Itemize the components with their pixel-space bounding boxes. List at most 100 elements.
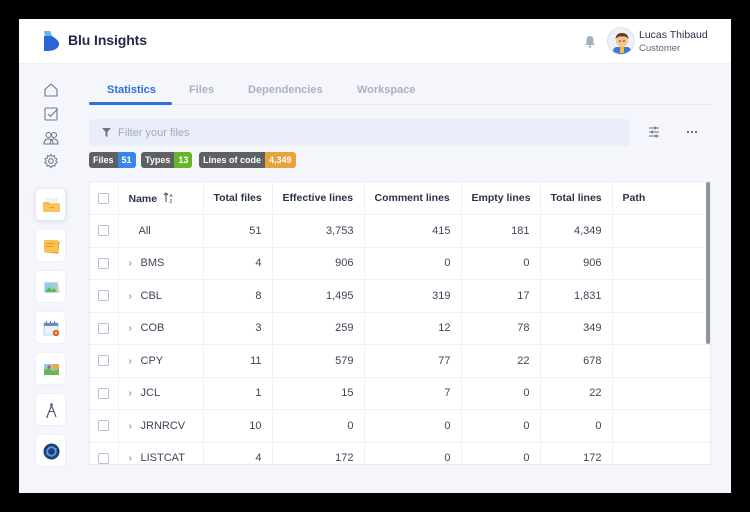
column-header-comment-lines[interactable]: Comment lines bbox=[364, 182, 462, 215]
files-count-badge: Files 51 bbox=[89, 152, 136, 168]
sync-tile[interactable] bbox=[35, 434, 66, 467]
cell-effective-lines: 579 bbox=[272, 344, 365, 378]
avatar[interactable] bbox=[607, 27, 635, 55]
row-checkbox[interactable] bbox=[98, 257, 109, 269]
cell-comment-lines: 415 bbox=[364, 214, 462, 248]
home-icon[interactable] bbox=[43, 82, 59, 98]
calendar-tile[interactable] bbox=[35, 311, 66, 344]
row-checkbox[interactable] bbox=[98, 355, 109, 367]
sticky-notes-icon bbox=[44, 240, 60, 254]
table-row[interactable]: › CBL 8 1,495 319 17 1,831 bbox=[90, 279, 710, 313]
row-checkbox[interactable] bbox=[98, 290, 109, 302]
badge-value: 4,349 bbox=[265, 152, 296, 168]
users-icon[interactable] bbox=[43, 130, 59, 146]
expand-chevron-icon[interactable]: › bbox=[128, 355, 132, 367]
table-row[interactable]: › CPY 11 579 77 22 678 bbox=[90, 344, 710, 378]
compass-tile[interactable] bbox=[35, 393, 66, 426]
cell-path bbox=[612, 409, 710, 443]
table-header-row: Name A Z Total files Effective lines Comme… bbox=[90, 182, 710, 215]
folder-tile[interactable] bbox=[35, 188, 66, 221]
table-row[interactable]: › COB 3 259 12 78 349 bbox=[90, 312, 710, 345]
settings-gear-icon[interactable] bbox=[43, 153, 59, 169]
expand-chevron-icon[interactable]: › bbox=[128, 388, 132, 400]
row-name: CPY bbox=[140, 354, 164, 367]
row-checkbox[interactable] bbox=[98, 420, 109, 432]
filter-input[interactable] bbox=[118, 119, 618, 146]
column-header-name[interactable]: Name A Z bbox=[118, 182, 204, 215]
types-count-badge: Types 13 bbox=[141, 152, 193, 168]
badge-key: Files bbox=[89, 152, 118, 168]
expand-chevron-icon[interactable]: › bbox=[128, 453, 132, 465]
cell-total-lines: 1,831 bbox=[540, 279, 613, 313]
table-row[interactable]: All 51 3,753 415 181 4,349 bbox=[90, 214, 710, 248]
column-settings-sliders-icon[interactable] bbox=[647, 125, 661, 139]
cell-total-lines: 678 bbox=[540, 344, 613, 378]
table-row[interactable]: › JRNRCV 10 0 0 0 0 bbox=[90, 409, 710, 443]
select-all-checkbox[interactable] bbox=[98, 192, 109, 204]
row-checkbox[interactable] bbox=[98, 387, 109, 399]
svg-text:Z: Z bbox=[170, 198, 173, 203]
cell-total-files: 51 bbox=[203, 214, 273, 248]
notes-tile[interactable] bbox=[35, 229, 66, 262]
table-scrollbar[interactable] bbox=[706, 182, 710, 344]
active-tab-indicator bbox=[89, 102, 172, 105]
cell-total-files: 4 bbox=[203, 442, 273, 464]
map-tile[interactable] bbox=[35, 352, 66, 385]
expand-chevron-icon[interactable]: › bbox=[128, 290, 132, 302]
cell-path bbox=[612, 442, 710, 464]
tab-workspace[interactable]: Workspace bbox=[357, 84, 416, 96]
top-bar: Blu Insights Lucas Thibaud Customer bbox=[19, 19, 731, 64]
brand-name[interactable]: Blu Insights bbox=[68, 32, 147, 48]
cell-total-files: 1 bbox=[203, 377, 273, 410]
column-header-effective-lines[interactable]: Effective lines bbox=[272, 182, 365, 215]
user-role: Customer bbox=[639, 43, 681, 54]
table-row[interactable]: › BMS 4 906 0 0 906 bbox=[90, 247, 710, 280]
tab-files[interactable]: Files bbox=[189, 84, 215, 96]
cell-path bbox=[612, 279, 710, 313]
cell-comment-lines: 7 bbox=[364, 377, 462, 410]
column-header-total-files[interactable]: Total files bbox=[203, 182, 273, 215]
cell-path bbox=[612, 312, 710, 345]
tasks-check-icon[interactable] bbox=[43, 106, 59, 122]
cell-path bbox=[612, 377, 710, 410]
row-checkbox[interactable] bbox=[98, 225, 109, 237]
expand-chevron-icon[interactable]: › bbox=[128, 420, 132, 432]
cell-total-lines: 0 bbox=[540, 409, 613, 443]
cell-total-files: 10 bbox=[203, 409, 273, 443]
row-checkbox[interactable] bbox=[98, 322, 109, 334]
cell-effective-lines: 906 bbox=[272, 247, 365, 280]
cell-path bbox=[612, 247, 710, 280]
gallery-tile[interactable] bbox=[35, 270, 66, 303]
cell-empty-lines: 0 bbox=[461, 377, 541, 410]
cell-total-lines: 906 bbox=[540, 247, 613, 280]
column-header-empty-lines[interactable]: Empty lines bbox=[461, 182, 541, 215]
cell-effective-lines: 172 bbox=[272, 442, 365, 464]
statistics-table: Name A Z Total files Effective lines Comme… bbox=[89, 181, 711, 465]
drawing-compass-icon bbox=[46, 403, 57, 418]
cell-total-files: 8 bbox=[203, 279, 273, 313]
column-header-total-lines[interactable]: Total lines bbox=[540, 182, 613, 215]
cell-total-lines: 172 bbox=[540, 442, 613, 464]
filter-bar bbox=[89, 119, 630, 146]
map-icon bbox=[44, 364, 59, 375]
user-name[interactable]: Lucas Thibaud bbox=[639, 29, 708, 41]
tab-statistics[interactable]: Statistics bbox=[107, 84, 156, 96]
sort-icon[interactable]: AZ bbox=[163, 191, 175, 203]
more-options-icon[interactable] bbox=[685, 125, 699, 139]
table-row[interactable]: › LISTCAT 4 172 0 0 172 bbox=[90, 442, 710, 465]
expand-chevron-icon[interactable]: › bbox=[128, 258, 132, 270]
cell-effective-lines: 259 bbox=[272, 312, 365, 345]
badge-key: Lines of code bbox=[199, 152, 266, 168]
bell-icon[interactable] bbox=[584, 35, 596, 48]
badge-value: 13 bbox=[174, 152, 193, 168]
row-checkbox[interactable] bbox=[98, 452, 109, 464]
table-row[interactable]: › JCL 1 15 7 0 22 bbox=[90, 377, 710, 410]
tab-dependencies[interactable]: Dependencies bbox=[248, 84, 323, 96]
blu-insights-logo-icon[interactable] bbox=[43, 30, 61, 52]
cell-total-lines: 349 bbox=[540, 312, 613, 345]
row-name: CBL bbox=[140, 289, 162, 302]
column-header-path[interactable]: Path bbox=[612, 182, 710, 215]
expand-chevron-icon[interactable]: › bbox=[128, 323, 132, 335]
row-name: COB bbox=[140, 322, 165, 335]
lines-of-code-badge: Lines of code 4,349 bbox=[199, 152, 296, 168]
